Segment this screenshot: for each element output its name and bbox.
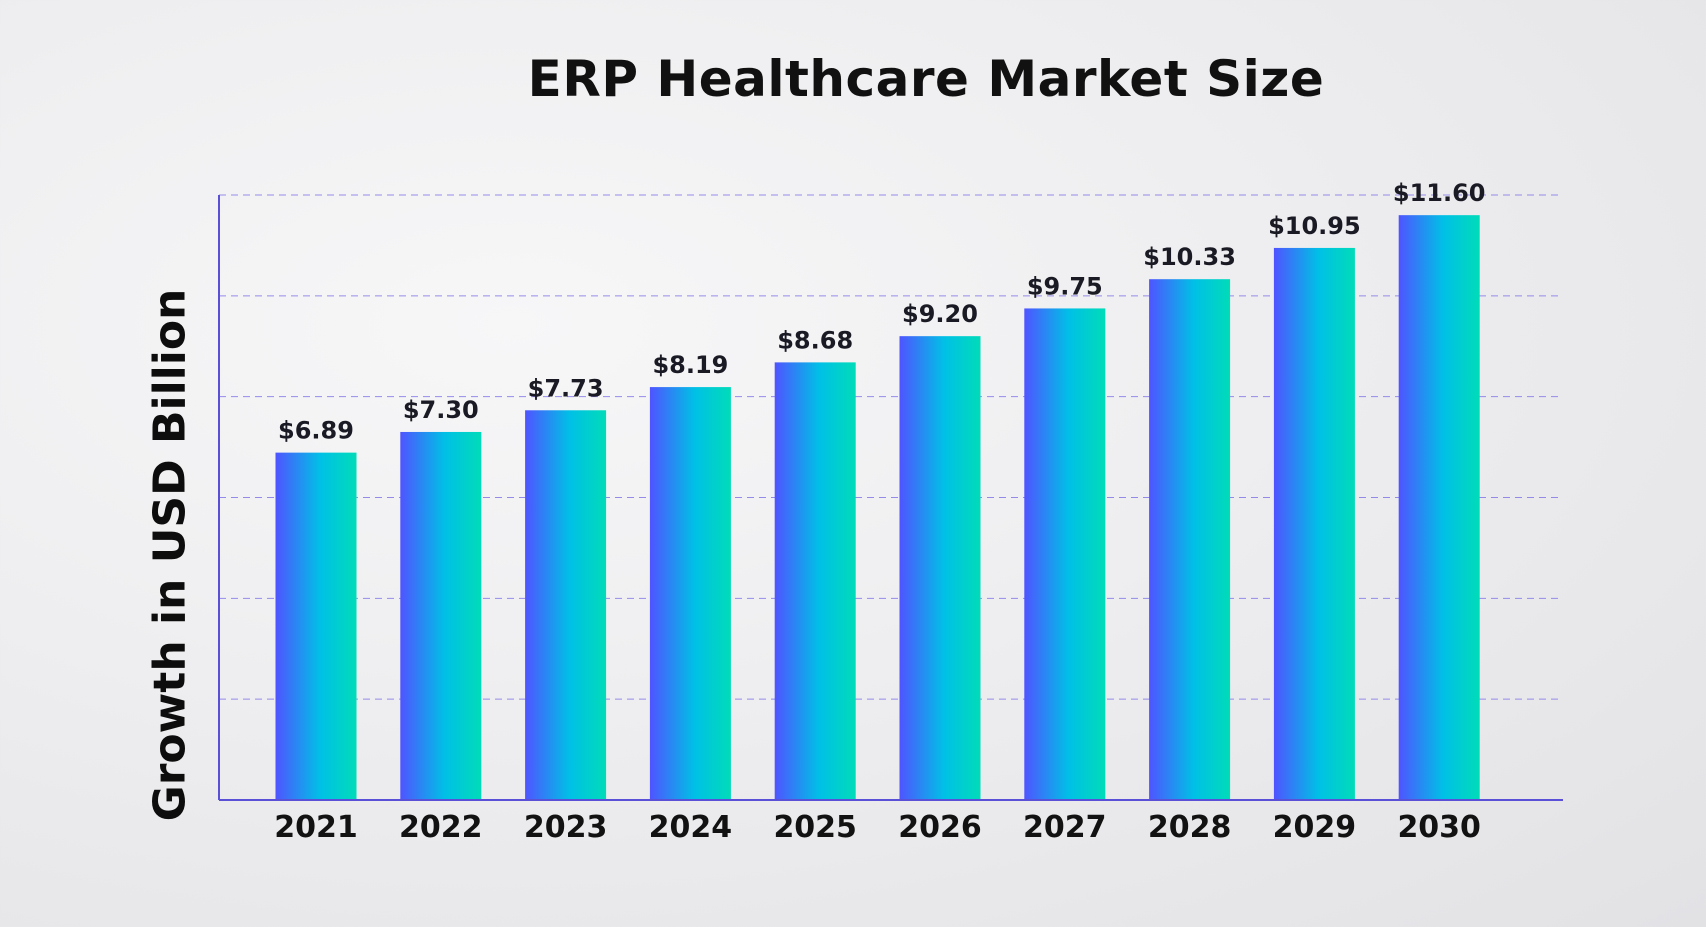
data-label-2026: $9.20 bbox=[902, 300, 978, 328]
x-tick-2025: 2025 bbox=[773, 810, 857, 845]
data-label-2022: $7.30 bbox=[403, 396, 479, 424]
x-tick-2028: 2028 bbox=[1148, 810, 1232, 845]
x-tick-2023: 2023 bbox=[524, 810, 608, 845]
data-label-2024: $8.19 bbox=[652, 351, 728, 379]
data-label-2021: $6.89 bbox=[278, 417, 354, 445]
bar-2021 bbox=[275, 452, 357, 800]
bar-2028 bbox=[1149, 279, 1231, 801]
bar-2026 bbox=[899, 336, 981, 800]
bar-2027 bbox=[1024, 308, 1106, 800]
x-tick-2030: 2030 bbox=[1397, 810, 1481, 845]
data-label-2028: $10.33 bbox=[1143, 243, 1236, 271]
bar-2024 bbox=[649, 387, 731, 800]
x-tick-2026: 2026 bbox=[898, 810, 982, 845]
data-label-2025: $8.68 bbox=[777, 326, 853, 354]
x-tick-2024: 2024 bbox=[649, 810, 733, 845]
chart-title: ERP Healthcare Market Size bbox=[527, 50, 1325, 108]
data-label-2030: $11.60 bbox=[1393, 179, 1486, 207]
x-tick-2021: 2021 bbox=[274, 810, 358, 845]
bar-2030 bbox=[1398, 215, 1480, 800]
x-tick-2022: 2022 bbox=[399, 810, 483, 845]
bar-2022 bbox=[400, 431, 482, 800]
bar-2025 bbox=[774, 362, 856, 800]
data-label-2027: $9.75 bbox=[1027, 272, 1103, 300]
bar-2023 bbox=[525, 410, 607, 800]
x-tick-2027: 2027 bbox=[1023, 810, 1107, 845]
data-label-2023: $7.73 bbox=[528, 374, 604, 402]
bar-2029 bbox=[1273, 247, 1355, 800]
data-labels: $6.89 $7.30 $7.73 $8.19 $8.68 $9.20 $9.75 $10.3… bbox=[278, 179, 1485, 444]
x-tick-2029: 2029 bbox=[1273, 810, 1357, 845]
data-label-2029: $10.95 bbox=[1268, 212, 1361, 240]
axes bbox=[218, 195, 1563, 801]
x-tick-labels: 2021 2022 2023 2024 2025 2026 2027 2028 2029 2030 bbox=[274, 810, 1481, 845]
bars bbox=[275, 215, 1480, 801]
